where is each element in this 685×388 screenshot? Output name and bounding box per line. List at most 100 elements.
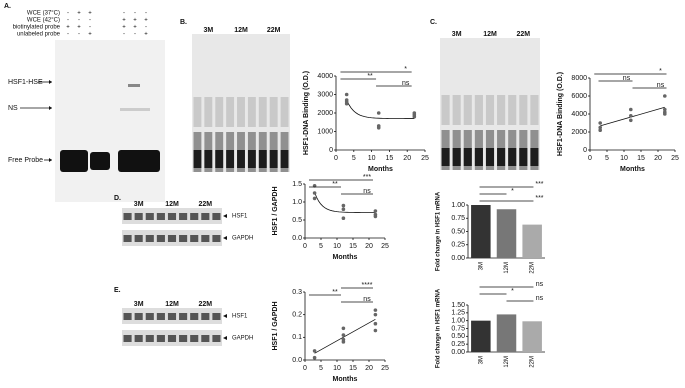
gel-band: [280, 150, 289, 168]
gel-band: [193, 97, 202, 127]
gel-band: [156, 213, 165, 220]
x-tick-label: 5: [605, 155, 609, 162]
data-point: [341, 333, 346, 337]
x-tick-label: 25: [381, 243, 389, 250]
x-tick-label: 20: [365, 243, 373, 250]
row-mark: -: [134, 32, 136, 38]
y-tick-label: 6000: [571, 93, 587, 100]
y-tick-label: 4000: [571, 111, 587, 118]
row-mark: -: [78, 18, 80, 24]
y-tick-label: 0.00: [451, 255, 465, 262]
row-mark: -: [123, 32, 125, 38]
row-mark: +: [133, 18, 137, 24]
gel-band: [156, 235, 165, 242]
gel-band: [474, 148, 483, 166]
y-axis-label: Fold change in HSF1 mRNA: [436, 191, 442, 271]
x-tick-label: 12M: [504, 262, 510, 274]
y-axis-label: HSF1-DNA Binding (O.D.): [303, 71, 310, 155]
y-tick-label: 0.75: [451, 215, 465, 222]
gel-band: [452, 148, 461, 166]
row-mark: +: [77, 25, 81, 31]
y-tick-label: 2000: [571, 129, 587, 136]
data-point: [312, 349, 317, 353]
y-tick-label: 1.0: [292, 199, 302, 206]
bar: [471, 205, 491, 258]
gel-band: [60, 150, 88, 172]
band-label: GAPDH: [232, 336, 253, 342]
gel-band: [258, 150, 267, 168]
data-point: [312, 191, 317, 195]
gel-band: [212, 213, 221, 220]
gel-band: [167, 235, 177, 242]
gel-band: [201, 213, 210, 220]
gel-band: [156, 335, 165, 342]
bar: [471, 320, 491, 352]
data-point: [598, 128, 602, 132]
y-axis-label: HSF1 / GAPDH: [272, 186, 279, 235]
lane-label: 3M: [452, 31, 462, 38]
gel-band: [247, 97, 256, 127]
gel-band: [145, 213, 154, 220]
gel-band: [134, 235, 143, 242]
x-axis-label: Months: [368, 166, 393, 173]
gel-band: [258, 97, 267, 127]
row-mark: +: [122, 18, 126, 24]
gel-band: [134, 335, 143, 342]
y-tick-label: 0.1: [292, 334, 302, 341]
x-tick-label: 20: [654, 155, 662, 162]
gel-band: [167, 313, 177, 320]
significance-label: *: [511, 288, 514, 295]
gel-band: [128, 84, 140, 87]
gel-band: [474, 95, 483, 125]
gel-band: [463, 95, 472, 125]
arrow-head: [49, 106, 52, 110]
y-tick-label: 1.00: [451, 202, 465, 209]
bar: [522, 224, 542, 258]
y-tick-label: 0.0: [292, 357, 302, 364]
data-point: [373, 214, 378, 219]
gel-band: [167, 213, 177, 220]
data-point: [663, 94, 667, 98]
gel-band: [269, 97, 278, 127]
y-tick-label: 0.5: [292, 217, 302, 224]
y-tick-label: 0.00: [451, 349, 465, 356]
y-tick-label: 0.50: [451, 333, 465, 340]
row-label: WCE (42°C): [27, 18, 60, 24]
gel-band: [179, 335, 188, 342]
row-mark: -: [134, 11, 136, 17]
band-label: Free Probe: [8, 157, 43, 164]
gel-band: [123, 313, 132, 320]
data-point: [373, 321, 378, 326]
gel-band: [497, 148, 506, 166]
x-tick-label: 0: [334, 155, 338, 162]
gel-band: [145, 313, 154, 320]
row-mark: +: [88, 32, 92, 38]
fit-line: [600, 106, 665, 127]
data-point: [373, 312, 378, 317]
lane-label: 3M: [134, 201, 144, 208]
x-axis-label: Months: [333, 376, 358, 383]
row-mark: -: [145, 25, 147, 31]
x-tick-label: 15: [349, 243, 357, 250]
gel-band: [204, 150, 213, 168]
data-point: [373, 308, 378, 312]
gel-image: [55, 40, 165, 202]
row-mark: +: [66, 25, 70, 31]
data-point: [341, 207, 346, 211]
data-point: [412, 114, 417, 119]
gel-band: [179, 313, 188, 320]
fit-line: [346, 99, 415, 119]
gel-band: [212, 313, 221, 320]
gel-band: [215, 150, 224, 168]
x-tick-label: 25: [421, 155, 429, 162]
data-point: [629, 107, 633, 112]
x-tick-label: 10: [368, 155, 376, 162]
y-tick-label: 1000: [317, 128, 333, 135]
y-tick-label: 0.75: [451, 325, 465, 332]
y-tick-label: 0.50: [451, 228, 465, 235]
x-tick-label: 15: [386, 155, 394, 162]
gel-band: [134, 313, 143, 320]
row-mark: +: [88, 11, 92, 17]
data-point: [344, 101, 349, 106]
data-point: [598, 121, 602, 125]
